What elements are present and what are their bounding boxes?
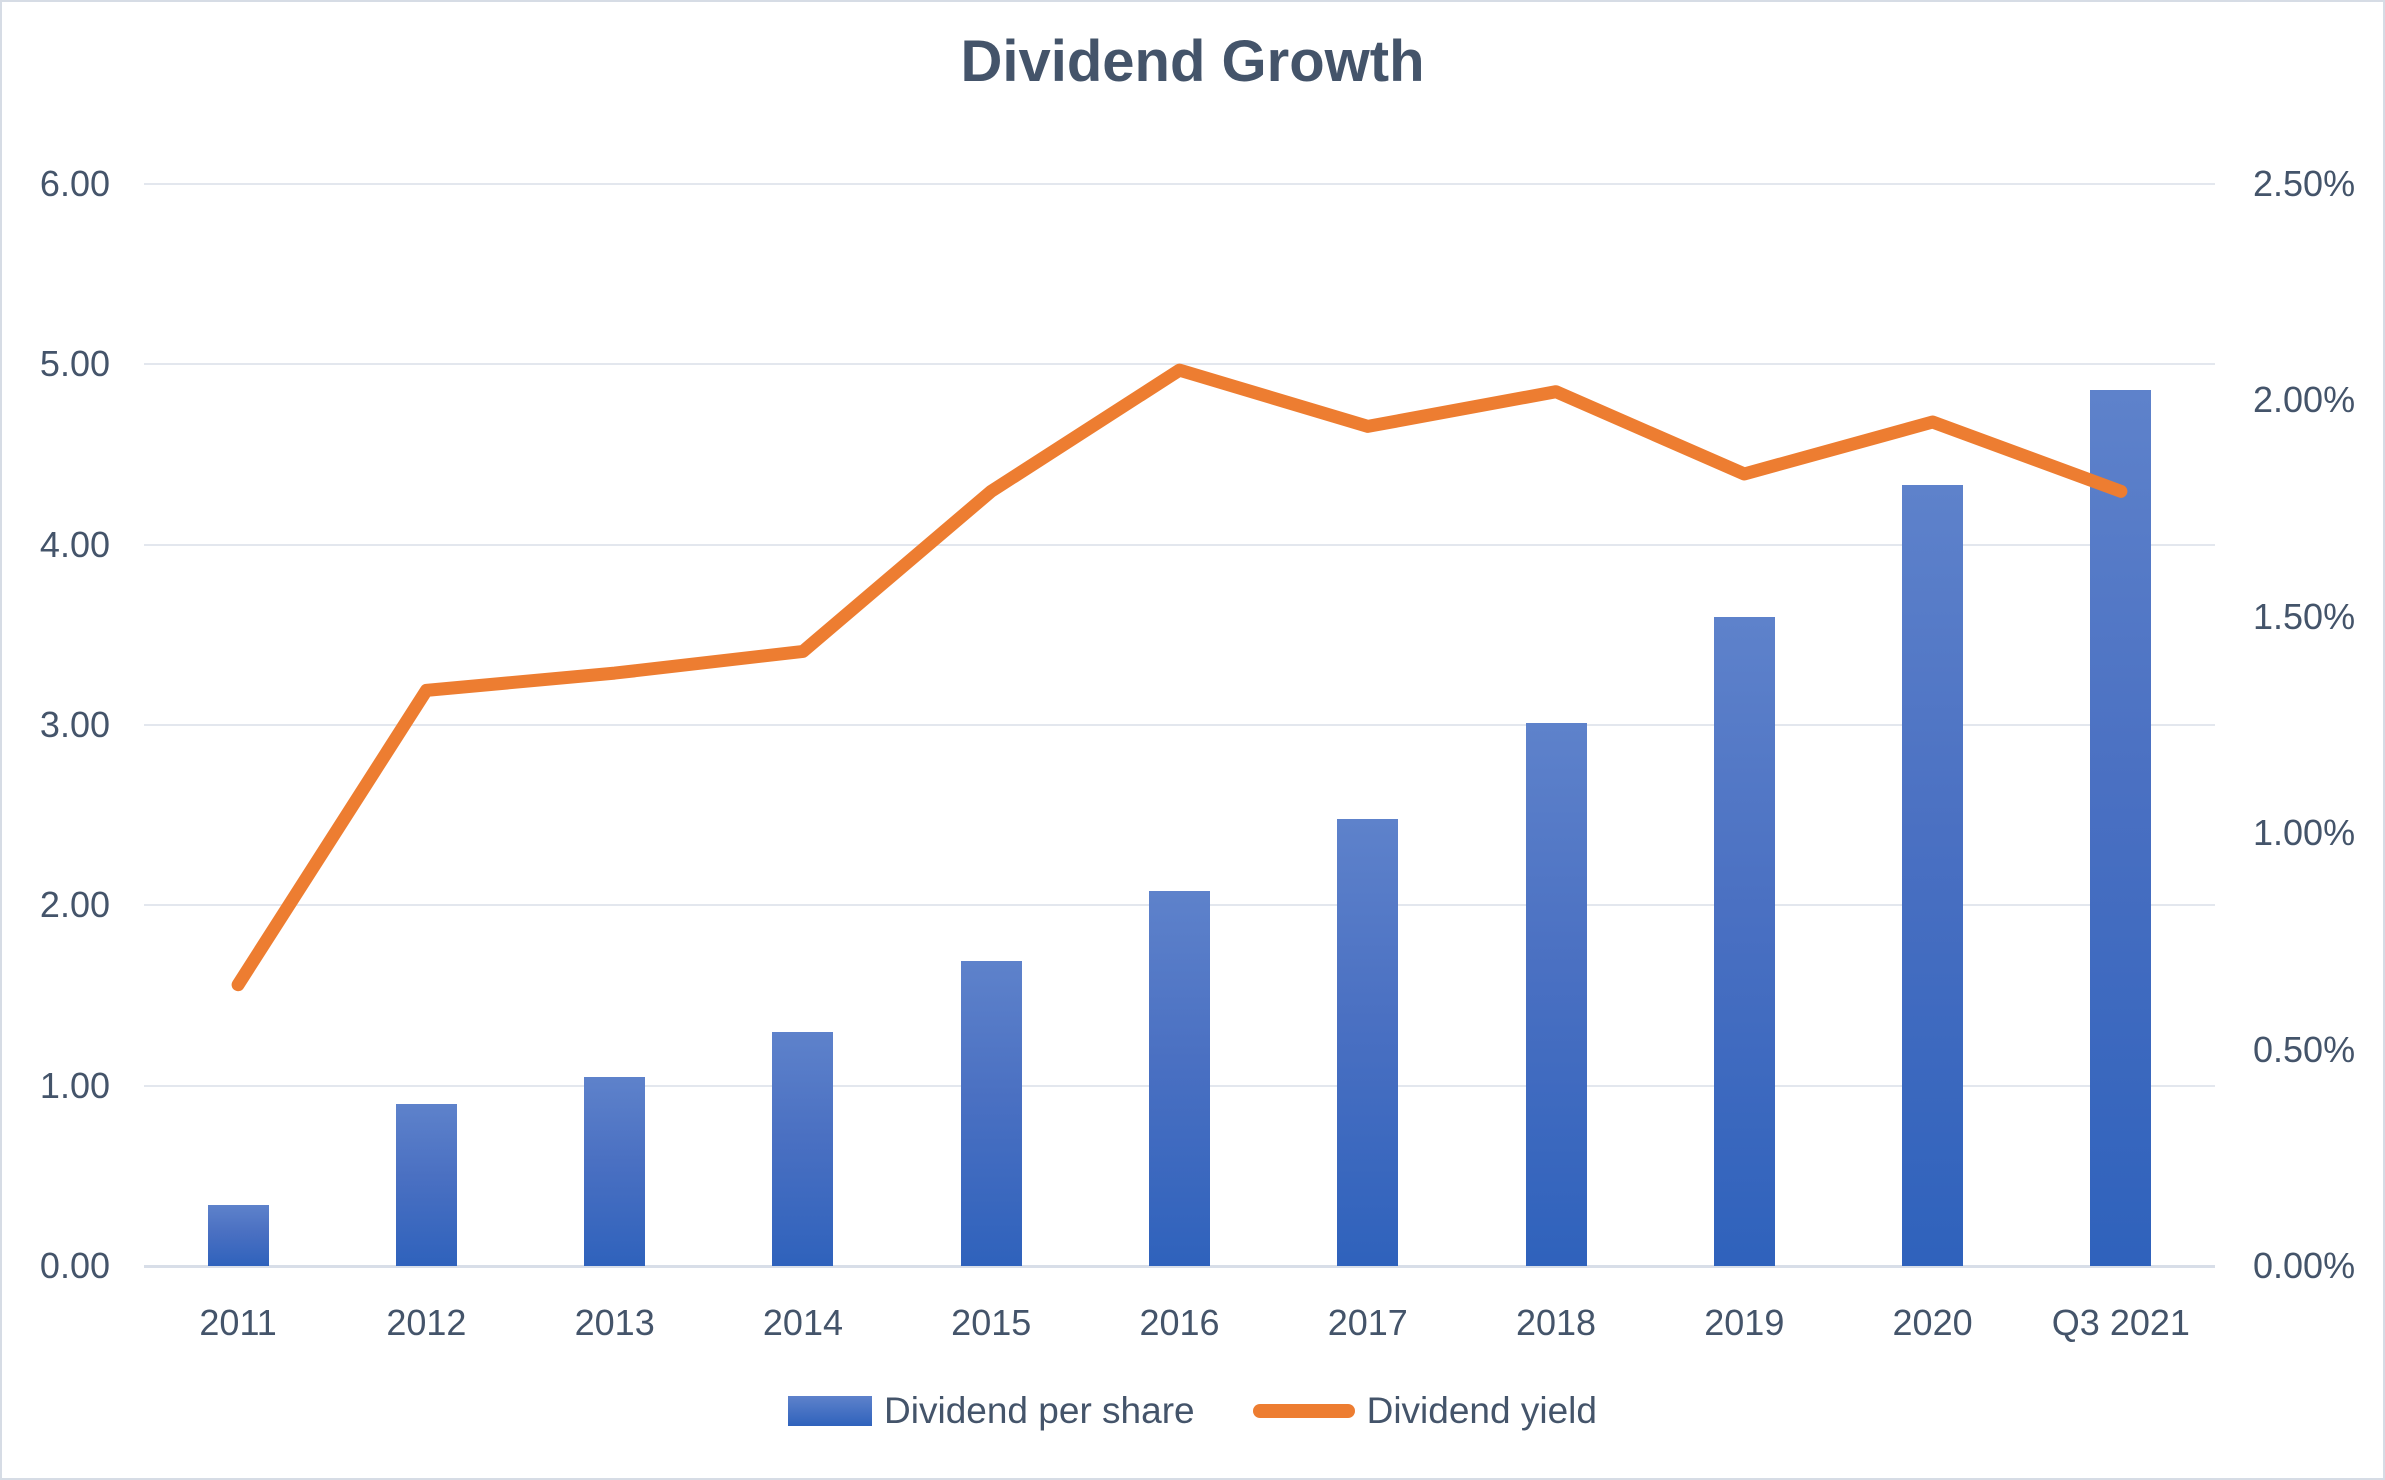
legend-item-dividend-yield: Dividend yield <box>1252 1390 1597 1432</box>
left-axis-tick: 3.00 <box>39 704 110 745</box>
bar-2017 <box>1337 818 1399 1266</box>
bar-2015 <box>960 961 1022 1266</box>
x-axis-tick-2011: 2011 <box>199 1302 277 1343</box>
bar-2018 <box>1525 723 1587 1266</box>
bar-2020 <box>1902 485 1964 1266</box>
bar-q3-2021 <box>2090 389 2152 1266</box>
x-axis-tick-q3-2021: Q3 2021 <box>2051 1302 2190 1343</box>
right-axis-tick: 0.50% <box>2253 1028 2356 1070</box>
left-axis-tick: 4.00 <box>39 523 110 565</box>
left-axis-tick: 5.00 <box>39 343 110 385</box>
x-axis-tick-2019: 2019 <box>1704 1302 1785 1343</box>
bar-2016 <box>1149 890 1210 1266</box>
left-axis-tick: 1.00 <box>39 1064 110 1106</box>
bar-2013 <box>584 1076 646 1266</box>
x-axis-tick-2014: 2014 <box>762 1302 843 1343</box>
line-series-dividend-yield <box>231 363 2128 992</box>
x-axis-tick-2015: 2015 <box>951 1302 1032 1343</box>
x-axis-tick-2013: 2013 <box>574 1302 655 1343</box>
x-axis-tick-2020: 2020 <box>1892 1302 1973 1343</box>
legend-label: Dividend yield <box>1366 1390 1597 1431</box>
bar-series-swatch <box>788 1396 873 1426</box>
plot-area <box>144 183 2215 1268</box>
x-axis-tick-2012: 2012 <box>386 1302 467 1343</box>
bar-2019 <box>1713 616 1775 1266</box>
legend: Dividend per share Dividend yield <box>2 1390 2383 1432</box>
x-axis-tick-2016: 2016 <box>1139 1302 1220 1343</box>
dividend-yield-line <box>231 363 2128 992</box>
gridline <box>144 543 2215 546</box>
left-axis-tick: 2.00 <box>39 884 110 926</box>
x-axis-tick-2017: 2017 <box>1327 1302 1408 1343</box>
line-series-swatch <box>1252 1404 1355 1418</box>
right-axis-tick: 1.00% <box>2253 812 2356 854</box>
legend-label: Dividend per share <box>884 1390 1195 1431</box>
right-axis-tick: 0.00% <box>2253 1245 2356 1286</box>
legend-item-dividend-per-share: Dividend per share <box>788 1390 1195 1432</box>
right-axis-tick: 1.50% <box>2253 595 2356 637</box>
left-axis-tick: 0.00 <box>39 1245 110 1286</box>
bar-2012 <box>395 1103 457 1266</box>
right-axis-tick: 2.50% <box>2253 163 2356 204</box>
chart-title: Dividend Growth <box>960 29 1425 94</box>
gridline <box>144 183 2215 185</box>
bar-2011 <box>207 1204 269 1266</box>
gridline <box>144 724 2215 726</box>
x-axis-line <box>144 1265 2215 1268</box>
x-axis-tick-2018: 2018 <box>1515 1302 1597 1343</box>
right-axis-tick: 2.00% <box>2253 379 2356 421</box>
left-axis-tick: 6.00 <box>39 163 110 204</box>
bar-2014 <box>772 1031 834 1266</box>
